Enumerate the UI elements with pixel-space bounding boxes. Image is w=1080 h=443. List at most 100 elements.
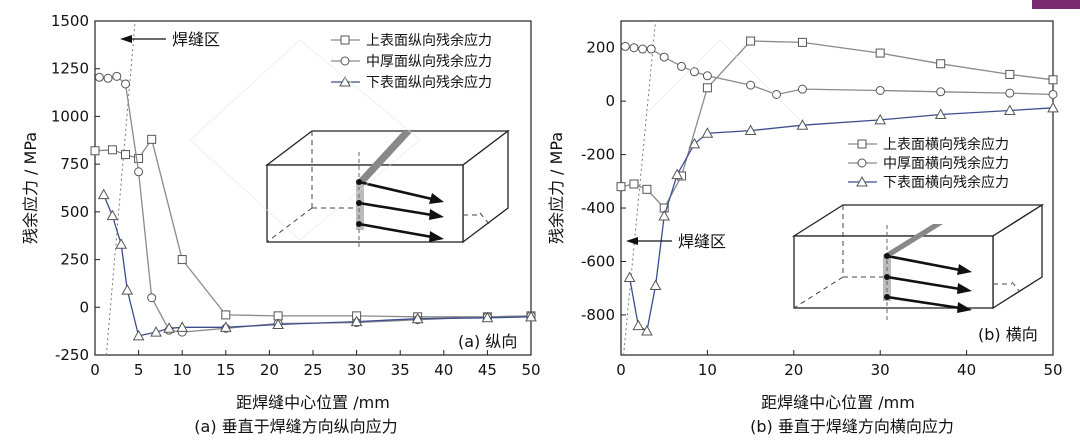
series-line bbox=[628, 107, 1054, 333]
x-axis-label: 距焊缝中心位置 /mm bbox=[236, 393, 390, 412]
data-point-square bbox=[642, 184, 652, 194]
data-point-square bbox=[107, 145, 117, 155]
legend-label: 上表面横向残余应力 bbox=[883, 136, 1009, 153]
data-point-circle bbox=[875, 85, 885, 95]
y-tick-label: -200 bbox=[581, 146, 615, 164]
corner-mark bbox=[1032, 0, 1080, 9]
y-tick-label: -800 bbox=[581, 306, 615, 324]
y-tick-label: 500 bbox=[60, 203, 89, 221]
figure-caption: (a) 垂直于焊缝方向纵向应力 bbox=[194, 417, 397, 436]
data-point-triangle bbox=[106, 209, 119, 221]
legend-item-upper: 上表面纵向残余应力 bbox=[331, 32, 492, 49]
data-point-triangle bbox=[150, 326, 162, 337]
data-point-circle bbox=[103, 73, 113, 83]
data-point-square bbox=[121, 150, 131, 160]
data-point-circle bbox=[620, 41, 630, 51]
data-point-circle bbox=[702, 71, 712, 81]
data-point-square bbox=[746, 36, 756, 46]
y-tick-label: -600 bbox=[581, 252, 615, 270]
weld-zone-annotation: 焊缝区 bbox=[626, 232, 726, 251]
legend-label: 中厚面纵向残余应力 bbox=[366, 53, 492, 70]
legend-label: 下表面横向残余应力 bbox=[883, 174, 1009, 191]
data-point-triangle bbox=[641, 324, 653, 336]
y-tick-label: 1500 bbox=[51, 12, 89, 30]
y-tick-label: 1000 bbox=[51, 107, 89, 125]
data-point-triangle bbox=[701, 127, 714, 138]
x-tick-label: 50 bbox=[521, 361, 540, 379]
data-point-circle bbox=[112, 71, 122, 81]
data-point-triangle bbox=[671, 168, 684, 180]
background-watermark bbox=[189, 39, 801, 241]
data-point-triangle bbox=[934, 108, 947, 120]
weld-schematic bbox=[265, 129, 510, 250]
data-point-triangle bbox=[163, 322, 175, 333]
legend: 上表面纵向残余应力 中厚面纵向残余应力 下表面纵向残余应力 bbox=[331, 32, 492, 91]
data-point-triangle bbox=[744, 124, 757, 136]
data-point-circle bbox=[646, 44, 656, 54]
data-point-triangle bbox=[411, 312, 424, 324]
x-tick-label: 25 bbox=[303, 361, 322, 379]
x-tick-label: 20 bbox=[260, 361, 279, 379]
data-point-square bbox=[629, 179, 639, 189]
data-point-square bbox=[177, 255, 187, 265]
x-tick-label: 5 bbox=[134, 361, 144, 379]
legend-item-lower: 下表面横向残余应力 bbox=[848, 174, 1009, 191]
data-point-triangle bbox=[1047, 101, 1059, 113]
data-point-triangle bbox=[525, 310, 537, 322]
weld-zone-annotation: 焊缝区 bbox=[120, 30, 220, 49]
data-point-square bbox=[875, 48, 885, 58]
data-point-triangle bbox=[481, 311, 494, 323]
y-tick-label: 250 bbox=[60, 251, 89, 269]
data-point-circle bbox=[689, 67, 699, 77]
y-tick-label: -250 bbox=[55, 346, 89, 364]
data-point-square bbox=[936, 59, 946, 69]
data-point-circle bbox=[629, 43, 639, 53]
series-line bbox=[103, 194, 532, 337]
x-tick-label: 30 bbox=[871, 361, 890, 379]
data-point-triangle bbox=[121, 284, 134, 295]
weld-zone-label: 焊缝区 bbox=[172, 30, 220, 49]
data-point-triangle bbox=[623, 271, 636, 283]
y-tick-label: 1250 bbox=[51, 60, 89, 78]
y-axis-label: 残余应力 / MPa bbox=[547, 132, 566, 244]
data-point-circle bbox=[797, 84, 807, 94]
data-point-circle bbox=[147, 293, 157, 303]
x-tick-label: 30 bbox=[347, 361, 366, 379]
panel-label: (a) 纵向 bbox=[458, 332, 517, 351]
y-tick-label: 0 bbox=[605, 92, 615, 110]
y-tick-label: 200 bbox=[586, 39, 615, 57]
data-point-triangle bbox=[658, 210, 671, 221]
y-tick-label: 750 bbox=[60, 155, 89, 173]
x-tick-label: 10 bbox=[173, 361, 192, 379]
data-point-triangle bbox=[176, 321, 189, 332]
legend-item-lower: 下表面纵向残余应力 bbox=[331, 74, 492, 91]
legend-item-upper: 上表面横向残余应力 bbox=[848, 136, 1009, 153]
weld-schematic bbox=[791, 203, 1045, 320]
x-tick-label: 40 bbox=[957, 361, 976, 379]
x-tick-label: 20 bbox=[784, 361, 803, 379]
x-tick-label: 45 bbox=[478, 361, 497, 379]
legend-label: 下表面纵向残余应力 bbox=[366, 74, 492, 91]
x-tick-label: 0 bbox=[90, 361, 100, 379]
weld-boundary-line bbox=[623, 20, 657, 356]
x-tick-label: 0 bbox=[616, 361, 626, 379]
data-point-circle bbox=[94, 72, 104, 82]
data-point-circle bbox=[746, 80, 756, 90]
figure-caption: (b) 垂直于焊缝方向横向应力 bbox=[750, 417, 954, 436]
data-point-square bbox=[221, 310, 231, 320]
data-point-triangle bbox=[272, 318, 284, 329]
data-point-circle bbox=[676, 61, 686, 71]
data-point-square bbox=[797, 37, 807, 47]
data-point-triangle bbox=[1003, 104, 1016, 116]
data-point-triangle bbox=[350, 315, 363, 327]
data-point-triangle bbox=[649, 279, 662, 291]
data-point-circle bbox=[121, 79, 131, 89]
y-axis-label: 残余应力 / MPa bbox=[21, 132, 40, 244]
data-point-circle bbox=[1048, 89, 1058, 99]
legend-label: 上表面纵向残余应力 bbox=[366, 32, 492, 49]
data-point-triangle bbox=[688, 137, 701, 149]
data-point-square bbox=[702, 83, 712, 93]
x-tick-label: 15 bbox=[216, 361, 235, 379]
data-point-circle bbox=[638, 44, 648, 54]
